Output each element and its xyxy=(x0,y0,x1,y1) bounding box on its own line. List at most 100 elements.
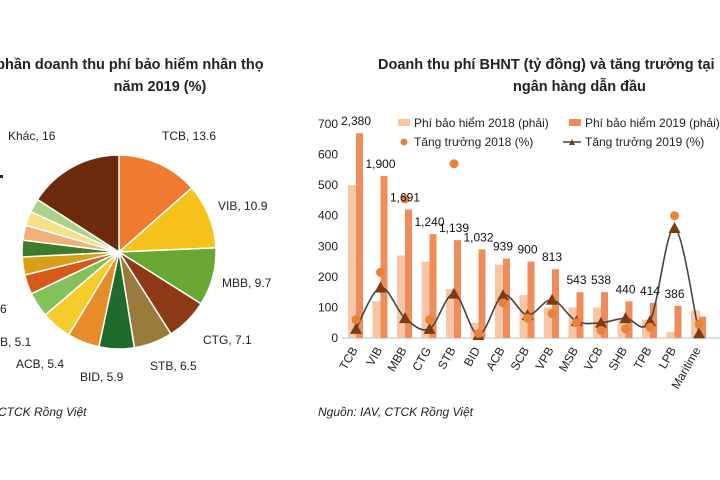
x-tick-label-ctg: CTG xyxy=(409,345,434,374)
bar-2019-maritime xyxy=(699,316,706,338)
growth-2019-marker-lpb xyxy=(668,221,681,233)
x-tick-label-stb: STB xyxy=(435,345,459,372)
bar-2019-vcb xyxy=(601,292,608,338)
data-label-mbb: 1,691 xyxy=(390,191,420,205)
bar-title-line1: Doanh thu phí BHNT (tỷ đồng) và tăng trư… xyxy=(378,57,715,73)
pie-label-fragment xyxy=(0,175,3,178)
bar-2019-stb xyxy=(454,240,461,338)
data-label-vpb: 813 xyxy=(542,250,562,264)
x-tick-label-vpb: VPB xyxy=(532,345,556,373)
bar-chart-title: Doanh thu phí BHNT (tỷ đồng) và tăng trư… xyxy=(368,54,720,98)
growth-2019-marker-shb xyxy=(619,312,632,324)
bar-2019-mbb xyxy=(405,209,412,338)
growth-2018-dot-stb xyxy=(449,159,459,169)
data-label-lpb: 386 xyxy=(664,287,684,301)
pie-slice-khác xyxy=(36,154,120,254)
data-label-shb: 440 xyxy=(615,282,635,296)
y-tick-label: 700 xyxy=(318,117,338,131)
growth-2018-dot-msb xyxy=(572,318,581,328)
pie-title-line2: năm 2019 (%) xyxy=(113,79,207,95)
bar-title-line2: ngân hàng dẫn đầu xyxy=(513,79,646,95)
data-label-bid: 1,032 xyxy=(463,230,493,244)
bar-2019-lpb xyxy=(674,305,682,338)
growth-2019-marker-acb xyxy=(497,289,509,301)
bar-2019-tpb xyxy=(650,302,657,338)
growth-2019-marker-tcb xyxy=(350,322,362,334)
data-label-vcb: 538 xyxy=(591,273,611,287)
x-tick-label-acb: ACB xyxy=(483,345,507,373)
growth-2019-marker-vpb xyxy=(546,293,558,305)
growth-2019-marker-stb xyxy=(448,287,460,299)
legend-swatch-marker-3 xyxy=(569,139,575,145)
x-tick-label-tpb: TPB xyxy=(631,345,655,372)
x-tick-label-shb: SHB xyxy=(606,345,630,373)
y-tick-label: 0 xyxy=(331,331,338,345)
x-tick-label-scb: SCB xyxy=(508,345,532,373)
legend-label-1: Phí bảo hiểm 2019 (phải) xyxy=(585,116,720,130)
growth-2019-marker-vcb xyxy=(595,316,607,328)
bar-2018-vib xyxy=(372,301,382,338)
bar-2018-tcb xyxy=(348,185,357,338)
legend-swatch-2 xyxy=(400,138,408,146)
x-tick-label-mbb: MBB xyxy=(384,345,409,375)
pie-label: MBB, 9.7 xyxy=(222,276,272,290)
bar-2019-vib xyxy=(380,175,388,338)
bar-2018-ctg xyxy=(421,261,431,338)
bar-2018-bid xyxy=(470,322,480,338)
growth-2018-dot-bid xyxy=(474,328,483,338)
growth-2018-dot-tcb xyxy=(351,315,361,325)
growth-2018-dot-mbb xyxy=(400,194,410,204)
pie-label: STB, 6.5 xyxy=(150,359,197,373)
growth-2018-dot-ctg xyxy=(425,315,434,325)
growth-2018-dot-lpb xyxy=(670,211,679,221)
growth-2019-marker-tpb xyxy=(644,315,656,327)
growth-2018-dot-tpb xyxy=(645,322,655,332)
y-tick-label: 600 xyxy=(318,148,338,162)
pie-label: BID, 5.9 xyxy=(80,370,124,384)
bar-2018-stb xyxy=(446,289,455,338)
data-label-scb: 900 xyxy=(517,243,537,257)
pie-label: Khác, 16 xyxy=(8,129,56,143)
bar-2019-tcb xyxy=(356,133,363,338)
growth-2019-marker-ctg xyxy=(423,322,436,334)
data-label-stb: 1,139 xyxy=(439,221,469,235)
growth-2018-dot-scb xyxy=(523,313,532,323)
x-tick-label-tcb: TCB xyxy=(336,345,360,373)
legend-label-2: Tăng trưởng 2018 (%) xyxy=(414,135,533,149)
x-tick-label-vib: VIB xyxy=(363,345,385,369)
legend-label-3: Tăng trưởng 2019 (%) xyxy=(585,135,704,149)
x-tick-label-msb: MSB xyxy=(556,345,581,375)
bar-2018-mbb xyxy=(397,255,406,338)
bar-2019-msb xyxy=(576,292,584,338)
y-tick-label: 100 xyxy=(318,300,338,314)
data-label-ctg: 1,240 xyxy=(414,215,444,229)
pie-slice-vib xyxy=(116,186,217,253)
growth-2018-dot-vcb xyxy=(596,325,606,335)
bar-2018-lpb xyxy=(666,331,676,338)
legend-swatch-1 xyxy=(569,119,581,126)
pie-label: 6 xyxy=(0,302,7,316)
growth-2018-dot-acb xyxy=(498,298,508,308)
bar-2019-scb xyxy=(527,261,535,338)
data-label-tcb: 2,380 xyxy=(341,114,371,128)
x-tick-label-bid: BID xyxy=(461,344,483,369)
y-tick-label: 200 xyxy=(318,270,338,284)
data-label-acb: 939 xyxy=(493,240,513,254)
pie-label: CTG, 7.1 xyxy=(203,333,252,347)
growth-2018-dot-vpb xyxy=(547,309,557,319)
growth-2018-dot-maritime xyxy=(694,319,704,329)
pie-label: VIB, 10.9 xyxy=(218,199,268,213)
bar-2019-ctg xyxy=(429,234,437,338)
bar-2019-bid xyxy=(478,249,486,338)
pie-label: B, 5.1 xyxy=(0,335,32,349)
y-tick-label: 500 xyxy=(318,178,338,192)
data-label-vib: 1,900 xyxy=(365,157,395,171)
growth-2019-marker-maritime xyxy=(693,327,705,339)
bar-2018-vpb xyxy=(544,307,553,338)
growth-2018-dot-vib xyxy=(376,267,385,277)
growth-2019-marker-mbb xyxy=(399,312,411,324)
legend-swatch-0 xyxy=(398,119,410,126)
pie-slice-tcb xyxy=(118,154,193,254)
